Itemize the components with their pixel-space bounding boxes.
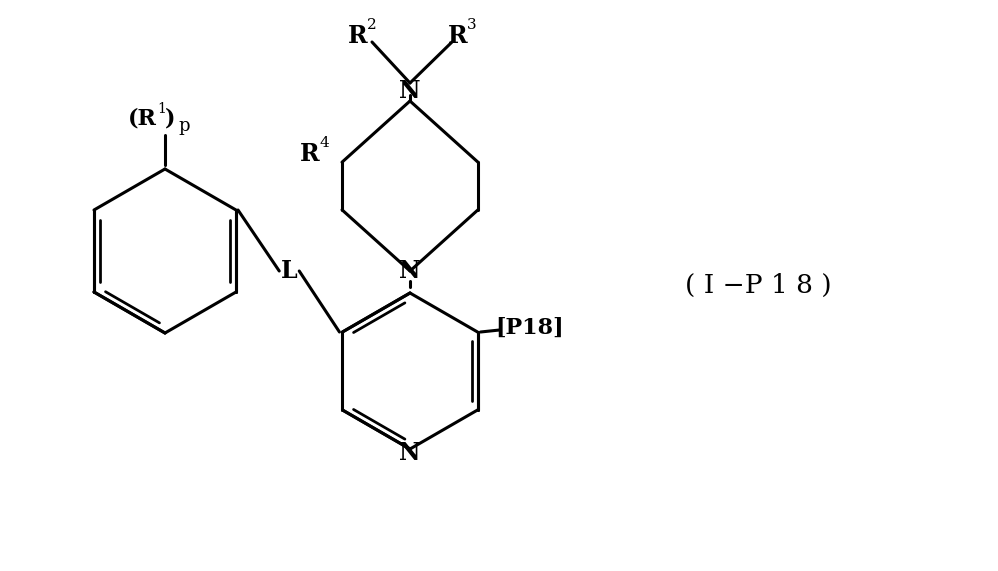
Text: L: L [280,259,297,283]
Text: R: R [348,24,368,48]
Text: 3: 3 [467,18,477,32]
Text: 2: 2 [367,18,377,32]
Text: R: R [300,142,319,166]
Text: p: p [179,117,190,135]
Text: (R: (R [128,108,157,130]
Text: 4: 4 [319,136,329,150]
Text: ( I −P 1 8 ): ( I −P 1 8 ) [686,273,831,298]
Text: N: N [399,259,421,283]
Text: N: N [399,79,421,103]
Text: [P18]: [P18] [495,317,564,339]
Text: 1: 1 [158,102,167,116]
Text: R: R [448,24,468,48]
Text: ): ) [165,108,176,130]
Text: N: N [399,441,421,465]
